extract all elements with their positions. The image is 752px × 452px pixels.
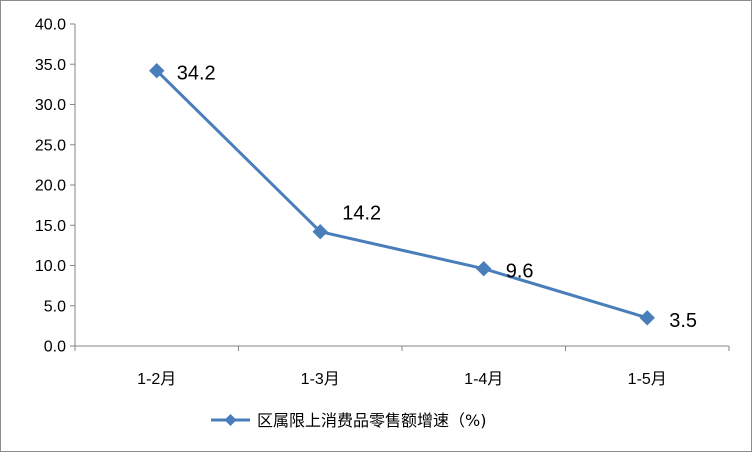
data-labels: 34.2 14.2 9.6 3.5 xyxy=(177,63,697,332)
data-point-marker xyxy=(312,223,328,240)
y-tick-label: 5.0 xyxy=(44,298,66,315)
data-point-marker xyxy=(639,310,655,326)
legend: 区属限上消费品零售额增速（%) xyxy=(211,411,486,430)
series-line-group xyxy=(155,69,648,320)
data-label: 34.2 xyxy=(177,63,216,85)
x-category-label: 1-2月 xyxy=(137,371,176,388)
y-tick-label: 20.0 xyxy=(35,178,66,195)
y-tick-label: 0.0 xyxy=(44,339,66,356)
data-point-marker xyxy=(476,261,492,277)
y-tick-label: 40.0 xyxy=(35,17,66,34)
x-category-label: 1-3月 xyxy=(301,371,340,388)
series-line xyxy=(155,69,648,320)
x-category-label: 1-5月 xyxy=(628,371,667,388)
data-label: 9.6 xyxy=(506,261,534,283)
legend-marker-swatch xyxy=(224,414,237,426)
axes xyxy=(74,24,729,347)
y-tick-label: 30.0 xyxy=(35,97,66,114)
markers xyxy=(149,62,655,326)
data-label: 3.5 xyxy=(669,310,697,332)
y-axis-ticks: 0.0 5.0 10.0 15.0 20.0 25.0 30.0 35.0 40.0 xyxy=(35,17,75,356)
y-tick-label: 10.0 xyxy=(35,258,66,275)
data-label: 14.2 xyxy=(342,203,381,225)
y-tick-label: 15.0 xyxy=(35,218,66,235)
legend-label: 区属限上消费品零售额增速（%) xyxy=(257,411,486,430)
x-axis-ticks: 1-2月 1-3月 1-4月 1-5月 xyxy=(74,346,730,388)
x-category-label: 1-4月 xyxy=(464,371,503,388)
y-tick-label: 25.0 xyxy=(35,137,66,154)
data-point-marker xyxy=(149,62,165,79)
y-tick-label: 35.0 xyxy=(35,57,66,74)
